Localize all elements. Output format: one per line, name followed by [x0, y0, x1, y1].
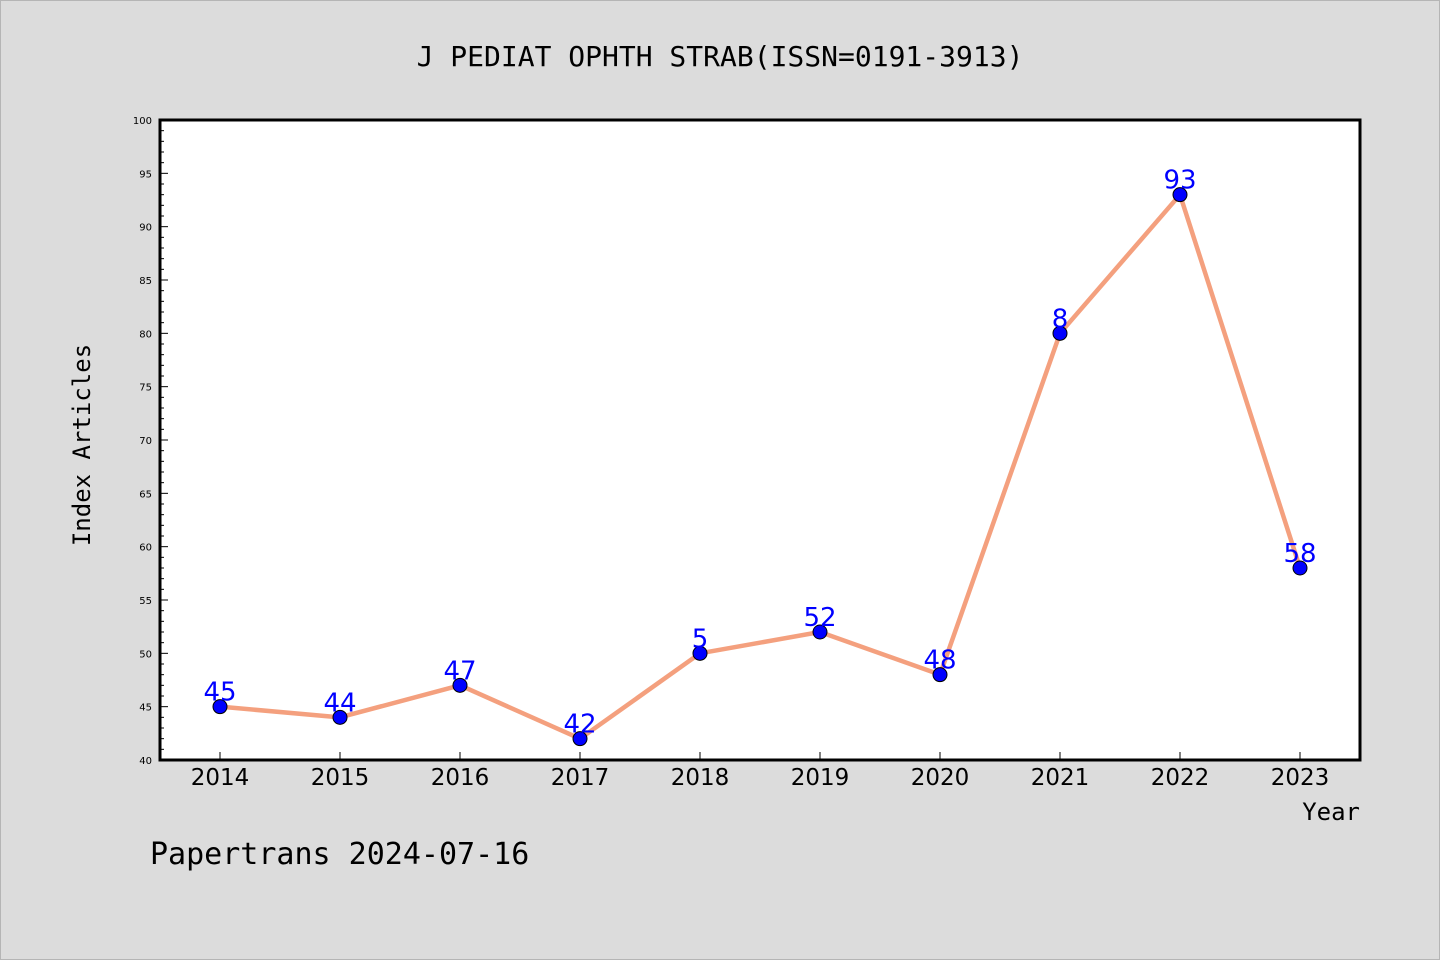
- data-label: 5: [692, 624, 709, 654]
- data-label: 93: [1163, 166, 1196, 196]
- y-axis-label: Index Articles: [68, 344, 96, 546]
- x-tick-label: 2016: [431, 765, 490, 791]
- x-axis-label: Year: [1302, 798, 1360, 826]
- x-tick-label: 2020: [911, 765, 970, 791]
- footer-credit: Papertrans 2024-07-16: [150, 837, 529, 872]
- y-tick-label: 75: [139, 383, 152, 394]
- y-tick-label: 45: [139, 703, 152, 714]
- y-tick-label: 50: [139, 649, 152, 660]
- data-labels: 45 44 47 42 5 52 48 8 93 58: [203, 166, 1316, 740]
- series-points: [212, 187, 1308, 747]
- y-tick-label: 80: [139, 329, 152, 340]
- x-axis: 2014 2015 2016 2017 2018 2019 2020 2021 2022 2023: [191, 752, 1330, 791]
- data-label: 44: [323, 688, 356, 718]
- data-label: 8: [1052, 304, 1069, 334]
- data-point: [1052, 325, 1068, 341]
- data-point: [332, 709, 348, 725]
- x-tick-label: 2014: [191, 765, 250, 791]
- y-tick-label: 60: [139, 543, 152, 554]
- data-label: 42: [563, 710, 596, 740]
- x-tick-label: 2018: [671, 765, 730, 791]
- data-point: [452, 677, 468, 693]
- series-polyline: [219, 192, 1303, 741]
- data-label: 47: [443, 656, 476, 686]
- y-tick-label: 95: [139, 169, 152, 180]
- x-tick-label: 2017: [551, 765, 610, 791]
- y-tick-label: 85: [139, 276, 152, 287]
- data-point: [1172, 187, 1188, 203]
- y-axis: 40 45 50 55 60 65 70 75 80 85 90 95 100: [133, 116, 168, 767]
- y-tick-label: 65: [139, 489, 152, 500]
- y-tick-label: 90: [139, 223, 152, 234]
- data-label: 48: [923, 646, 956, 676]
- chart-title: J PEDIAT OPHTH STRAB(ISSN=0191-3913): [417, 40, 1024, 73]
- x-tick-label: 2021: [1031, 765, 1090, 791]
- data-label: 52: [803, 603, 836, 633]
- x-tick-label: 2015: [311, 765, 370, 791]
- data-label: 58: [1283, 539, 1316, 569]
- y-tick-label: 40: [139, 756, 152, 767]
- data-point: [572, 731, 588, 747]
- y-tick-label: 70: [139, 436, 152, 447]
- x-tick-label: 2019: [791, 765, 850, 791]
- data-point: [932, 667, 948, 683]
- series-line: [219, 192, 1303, 741]
- y-tick-label: 100: [133, 116, 152, 127]
- data-label: 45: [203, 678, 236, 708]
- data-point: [1292, 560, 1308, 576]
- x-tick-label: 2022: [1151, 765, 1210, 791]
- y-tick-label: 55: [139, 596, 152, 607]
- data-point: [812, 624, 828, 640]
- data-point: [212, 699, 228, 715]
- data-point: [692, 645, 708, 661]
- plot-area: [158, 118, 1362, 762]
- x-tick-label: 2023: [1271, 765, 1330, 791]
